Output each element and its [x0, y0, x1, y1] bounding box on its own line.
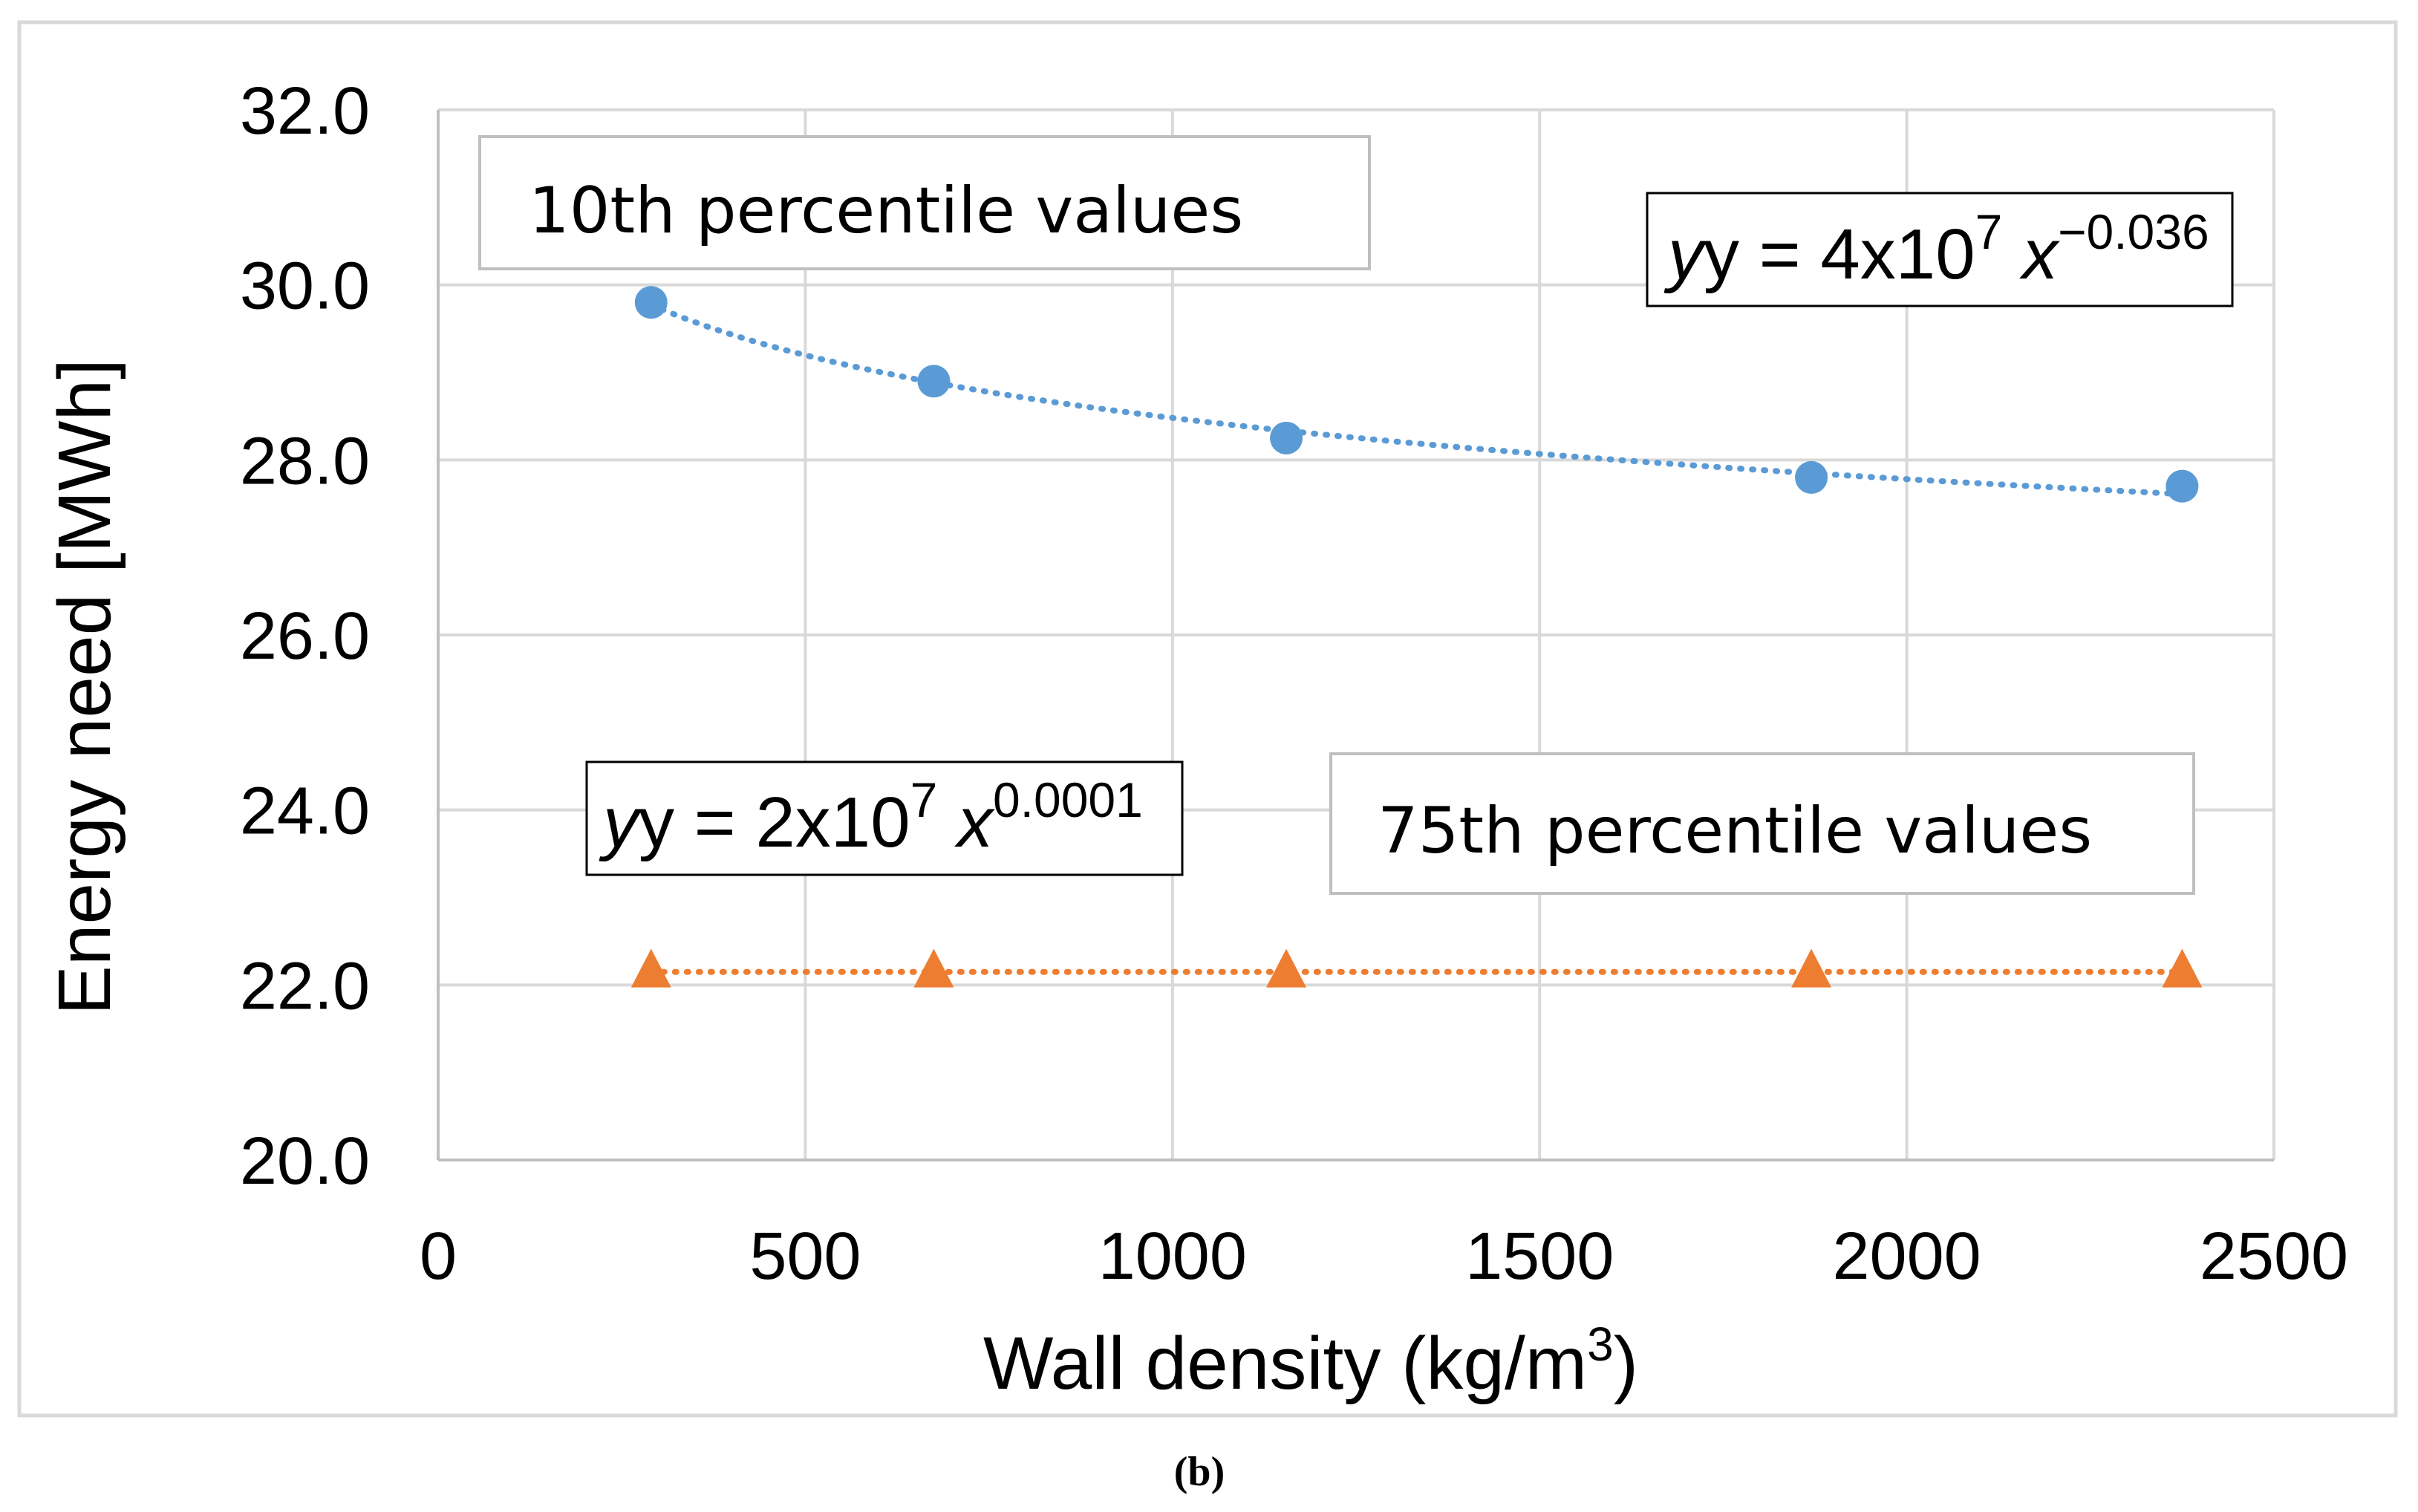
x-tick-labels: 0 500 1000 1500 2000 2500: [420, 1219, 2348, 1294]
y-tick-label: 26.0: [240, 599, 370, 674]
point-10th: [2166, 469, 2199, 503]
y-tick-label: 32.0: [240, 74, 370, 149]
x-tick-label: 0: [420, 1219, 457, 1294]
x-tick-label: 2500: [2200, 1219, 2348, 1294]
y-tick-labels: 20.0 22.0 24.0 26.0 28.0 30.0 32.0: [240, 74, 370, 1199]
x-tick-label: 1500: [1465, 1219, 1614, 1294]
point-10th: [634, 286, 668, 319]
figure-caption: (b): [1174, 1449, 1225, 1495]
label-10th-text: 10th percentile values: [529, 174, 1243, 248]
y-tick-label: 24.0: [240, 775, 370, 849]
point-75th: [1266, 948, 1307, 988]
y-tick-label: 20.0: [240, 1124, 370, 1199]
point-10th: [1795, 460, 1828, 494]
point-75th: [913, 948, 954, 988]
label-box-10th: 10th percentile values: [478, 135, 1371, 270]
y-tick-label: 22.0: [240, 949, 370, 1023]
point-75th: [2162, 948, 2203, 988]
equation-box-10th: yy = 4x107 x−0.036: [1646, 192, 2234, 307]
equation-box-75th: yy = 2x107 x0.0001: [585, 760, 1184, 876]
y-axis-title: Energy need [MWh]: [43, 359, 126, 1015]
point-75th: [1791, 948, 1832, 988]
point-10th: [917, 365, 951, 398]
x-axis-title: Wall density (kg/m3): [983, 1317, 1638, 1405]
equation-10th: yy = 4x107 x−0.036: [1663, 204, 2209, 294]
x-tick-label: 1000: [1098, 1219, 1247, 1294]
x-tick-label: 500: [749, 1219, 861, 1294]
trendline-10th: [648, 302, 2186, 498]
equation-75th: yy = 2x107 x0.0001: [599, 772, 1143, 862]
point-75th: [630, 948, 671, 988]
label-box-75th: 75th percentile values: [1329, 752, 2195, 895]
data-markers: [630, 286, 2203, 988]
y-tick-label: 30.0: [240, 250, 370, 324]
trendlines: [648, 302, 2186, 975]
x-tick-label: 2000: [1832, 1219, 1981, 1294]
label-75th-text: 75th percentile values: [1378, 794, 2092, 868]
y-tick-label: 28.0: [240, 424, 370, 498]
point-10th: [1270, 421, 1303, 454]
